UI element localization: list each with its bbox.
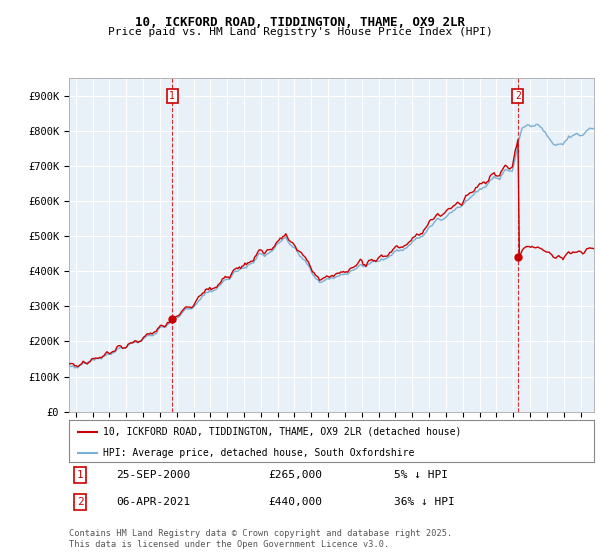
Text: £440,000: £440,000 — [269, 497, 323, 507]
Text: £265,000: £265,000 — [269, 470, 323, 480]
Text: 1: 1 — [169, 91, 175, 101]
Text: HPI: Average price, detached house, South Oxfordshire: HPI: Average price, detached house, Sout… — [103, 448, 415, 458]
Text: 2: 2 — [515, 91, 521, 101]
Text: 25-SEP-2000: 25-SEP-2000 — [116, 470, 191, 480]
Text: Price paid vs. HM Land Registry's House Price Index (HPI): Price paid vs. HM Land Registry's House … — [107, 27, 493, 37]
Text: 10, ICKFORD ROAD, TIDDINGTON, THAME, OX9 2LR: 10, ICKFORD ROAD, TIDDINGTON, THAME, OX9… — [135, 16, 465, 29]
Text: 36% ↓ HPI: 36% ↓ HPI — [395, 497, 455, 507]
Text: 06-APR-2021: 06-APR-2021 — [116, 497, 191, 507]
Text: 10, ICKFORD ROAD, TIDDINGTON, THAME, OX9 2LR (detached house): 10, ICKFORD ROAD, TIDDINGTON, THAME, OX9… — [103, 427, 461, 437]
Text: 2: 2 — [77, 497, 83, 507]
Text: Contains HM Land Registry data © Crown copyright and database right 2025.
This d: Contains HM Land Registry data © Crown c… — [69, 529, 452, 549]
Text: 5% ↓ HPI: 5% ↓ HPI — [395, 470, 449, 480]
Text: 1: 1 — [77, 470, 83, 480]
